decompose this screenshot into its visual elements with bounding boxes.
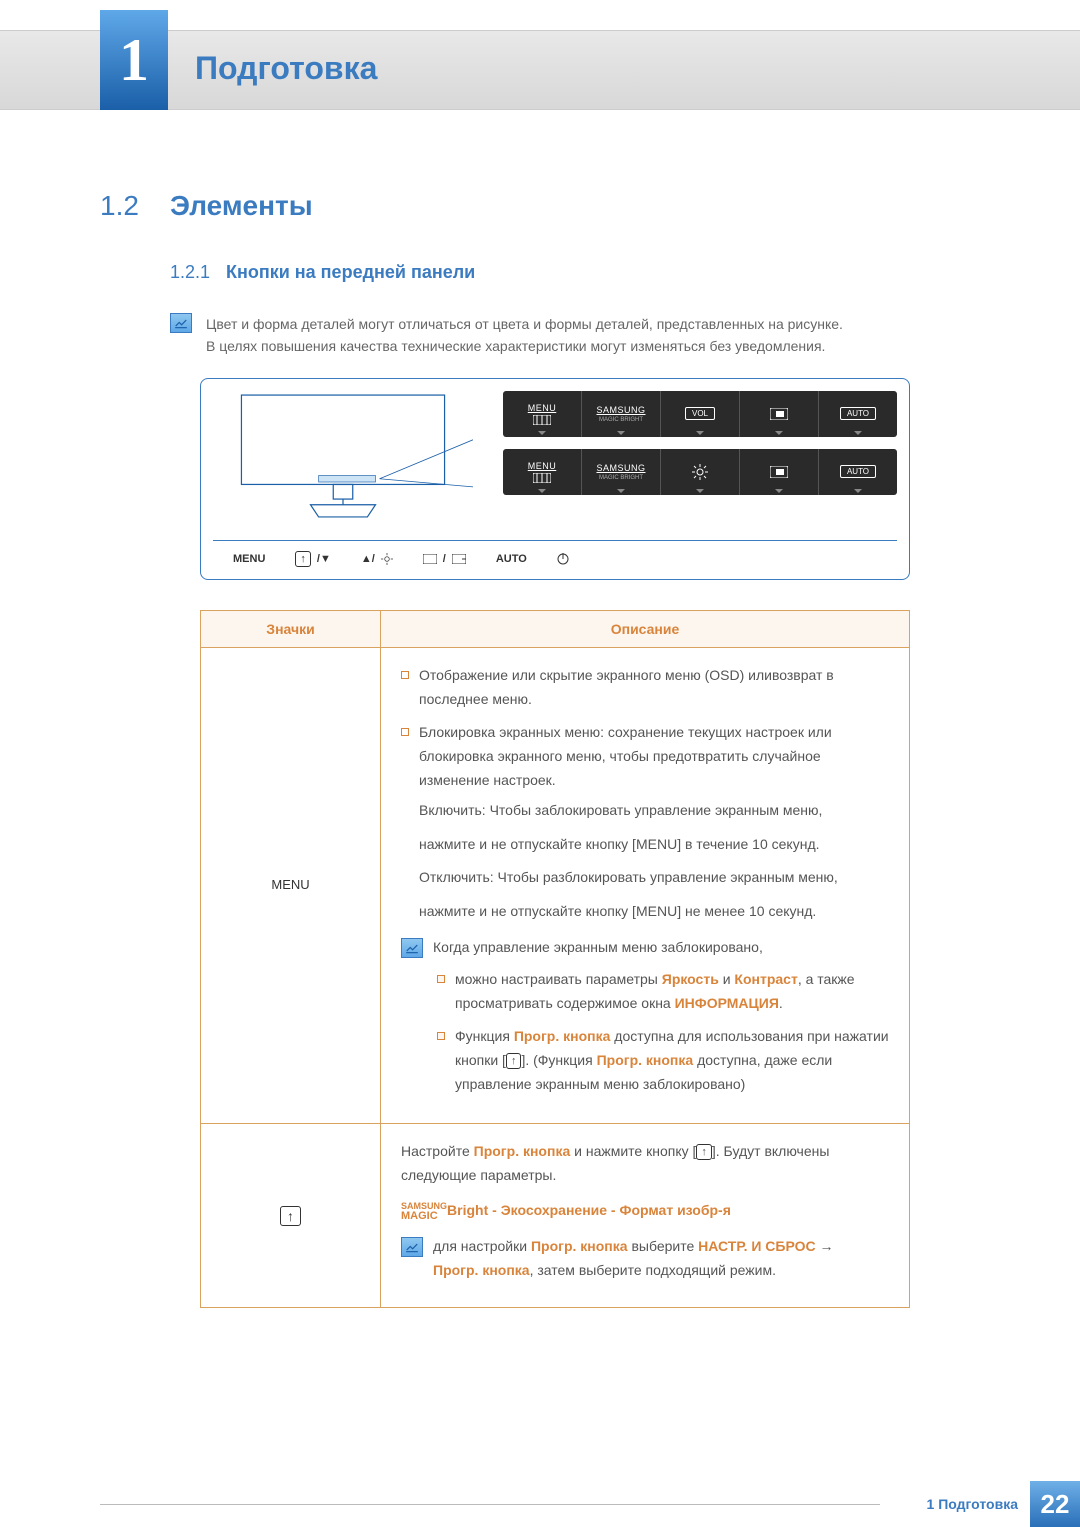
intro-line2: В целях повышения качества технические х… [206, 335, 843, 357]
subsection-number: 1.2.1 [170, 262, 226, 283]
intro-line1: Цвет и форма деталей могут отличаться от… [206, 313, 843, 335]
btn-source: / [423, 553, 466, 565]
page: 1 Подготовка 1.2 Элементы 1.2.1 Кнопки н… [0, 0, 1080, 1527]
row1-li2: Блокировка экранных меню: сохранение тек… [401, 721, 889, 924]
row1-sub1: можно настраивать параметры Яркость и Ко… [437, 968, 889, 1016]
chapter-tab: 1 [100, 10, 168, 110]
up-key-icon: ↑ [696, 1144, 712, 1160]
subsection-title: Кнопки на передней панели [226, 262, 475, 283]
feature-line: SAMSUNGMAGICBright - Экосохранение - Фор… [401, 1199, 889, 1223]
up-key-icon: ↑ [280, 1206, 301, 1226]
row2-desc: Настройте Прогр. кнопка и нажмите кнопку… [381, 1123, 910, 1307]
section-number: 1.2 [100, 190, 170, 222]
section-title: Элементы [170, 190, 313, 222]
footer: 1 Подготовка 22 [927, 1481, 1080, 1527]
intro-note-text: Цвет и форма деталей могут отличаться от… [206, 313, 843, 358]
table-row: MENU Отображение или скрытие экранного м… [201, 647, 910, 1123]
footer-text: 1 Подготовка [927, 1496, 1018, 1512]
note-icon [401, 1237, 423, 1257]
th-desc: Описание [381, 610, 910, 647]
row1-icon: MENU [201, 647, 381, 1123]
footer-rule [100, 1504, 880, 1505]
osd-column: MENU SAMSUNGMAGIC BRIGHT VOL AUTO MENU S… [503, 391, 897, 495]
monitor-illustration [213, 391, 473, 526]
content-area: 1.2 Элементы 1.2.1 Кнопки на передней па… [0, 0, 1080, 1308]
front-panel-diagram: MENU SAMSUNGMAGIC BRIGHT VOL AUTO MENU S… [200, 378, 910, 580]
btn-menu: MENU [233, 553, 265, 565]
intro-note: Цвет и форма деталей могут отличаться от… [170, 313, 980, 358]
chapter-title: Подготовка [195, 50, 377, 87]
note-icon [401, 938, 423, 958]
note-icon [170, 313, 192, 333]
section-heading: 1.2 Элементы [100, 190, 980, 222]
up-key-icon: ↑ [506, 1053, 522, 1069]
row2-icon: ↑ [201, 1123, 381, 1307]
osd-bar-2: MENU SAMSUNGMAGIC BRIGHT AUTO [503, 449, 897, 495]
row1-note: Когда управление экранным меню заблокиро… [401, 936, 889, 960]
table-row: ↑ Настройте Прогр. кнопка и нажмите кноп… [201, 1123, 910, 1307]
btn-bright: ▲/ [361, 553, 393, 565]
th-icons: Значки [201, 610, 381, 647]
subsection-heading: 1.2.1 Кнопки на передней панели [170, 262, 980, 283]
row1-desc: Отображение или скрытие экранного меню (… [381, 647, 910, 1123]
row2-note: для настройки Прогр. кнопка выберите НАС… [401, 1235, 889, 1283]
chapter-number: 1 [119, 26, 149, 95]
btn-power [557, 553, 569, 565]
osd-bar-1: MENU SAMSUNGMAGIC BRIGHT VOL AUTO [503, 391, 897, 437]
row1-li1: Отображение или скрытие экранного меню (… [401, 664, 889, 712]
btn-updown: ↑/▼ [295, 551, 330, 567]
btn-auto: AUTO [496, 553, 527, 565]
row1-sub2: Функция Прогр. кнопка доступна для испол… [437, 1025, 889, 1096]
page-number: 22 [1030, 1481, 1080, 1527]
description-table: Значки Описание MENU Отображение или скр… [200, 610, 910, 1308]
button-labels-row: MENU ↑/▼ ▲/ / AUTO [213, 540, 897, 567]
